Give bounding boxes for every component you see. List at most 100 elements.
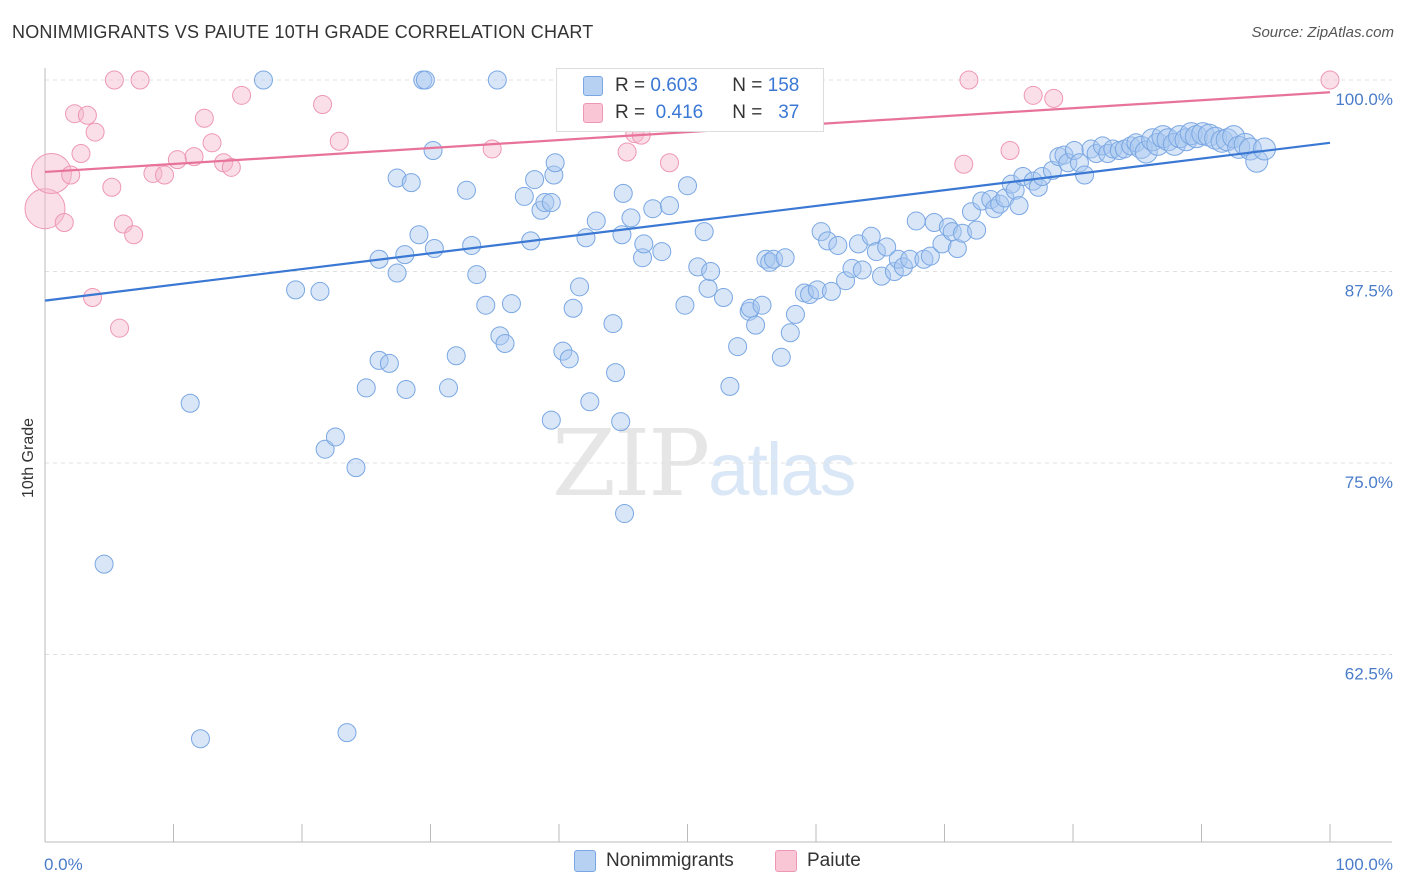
nonimmigrants-point <box>924 212 944 232</box>
nonimmigrants-point <box>501 294 521 314</box>
paiute-point <box>77 105 97 125</box>
paiute-point <box>30 152 72 194</box>
nonimmigrants-point <box>1238 137 1262 161</box>
nonimmigrants-point <box>780 323 800 343</box>
nonimmigrants-point <box>947 239 967 259</box>
paiute-point <box>329 131 349 151</box>
nonimmigrants-point <box>570 277 590 297</box>
nonimmigrants-point <box>603 314 623 334</box>
nonimmigrants-point <box>545 153 565 173</box>
nonimmigrants-point <box>409 225 429 245</box>
y-tick-label: 100.0% <box>1335 90 1393 109</box>
legend-row-paiute: R = 0.416 N = 37 <box>583 100 799 126</box>
paiute-point <box>232 85 252 105</box>
nonimmigrants-point <box>559 349 579 369</box>
legend-n-value: 158 <box>767 75 800 96</box>
nonimmigrants-point <box>1058 153 1078 173</box>
nonimmigrants-point <box>467 265 487 285</box>
nonimmigrants-point <box>606 363 626 383</box>
paiute-point <box>1044 88 1064 108</box>
legend-row-nonimmigrants: R = 0.603 N = 158 <box>583 73 799 99</box>
nonimmigrants-point <box>746 315 766 335</box>
paiute-point <box>24 188 66 230</box>
nonimmigrants-point <box>613 183 633 203</box>
tick-labels: 62.5% 75.0% 87.5% 100.0% 0.0% 100.0% <box>44 90 1393 874</box>
nonimmigrants-point <box>961 202 981 222</box>
paiute-point <box>61 165 81 185</box>
nonimmigrants-point <box>580 392 600 412</box>
nonimmigrants-point <box>423 140 443 160</box>
nonimmigrants-point <box>387 263 407 283</box>
nonimmigrants-point <box>396 379 416 399</box>
chart-title: NONIMMIGRANTS VS PAIUTE 10TH GRADE CORRE… <box>12 22 594 42</box>
nonimmigrants-point <box>621 208 641 228</box>
nonimmigrants-point <box>1197 123 1221 147</box>
nonimmigrants-point <box>952 223 972 243</box>
nonimmigrants-point <box>981 189 1001 209</box>
legend-swatch-pink <box>583 103 603 123</box>
nonimmigrants-points <box>94 70 1276 749</box>
trend-lines <box>44 91 1331 302</box>
nonimmigrants-point <box>775 248 795 268</box>
nonimmigrants-point <box>1156 128 1180 152</box>
paiute-point <box>202 133 222 153</box>
paiute-point <box>155 165 175 185</box>
nonimmigrants-point <box>553 341 573 361</box>
legend-label-paiute: Paiute <box>807 850 861 871</box>
paiute-point <box>110 318 130 338</box>
nonimmigrants-point <box>190 729 210 749</box>
paiute-point <box>482 139 502 159</box>
nonimmigrants-point <box>785 304 805 324</box>
nonimmigrants-point <box>652 242 672 262</box>
watermark-atlas: atlas <box>708 428 856 511</box>
nonimmigrants-point <box>884 262 904 281</box>
nonimmigrants-point <box>1222 125 1246 149</box>
series-legend: Nonimmigrants Paiute <box>0 850 1406 878</box>
nonimmigrants-point <box>1064 140 1084 160</box>
paiute-point <box>130 70 150 90</box>
nonimmigrants-point <box>713 288 733 308</box>
nonimmigrants-trend-line <box>44 141 1331 302</box>
nonimmigrants-point <box>701 262 721 281</box>
nonimmigrants-point <box>752 295 772 315</box>
y-tick-label: 75.0% <box>1345 473 1393 492</box>
nonimmigrants-point <box>586 211 606 231</box>
axes <box>44 68 1392 843</box>
nonimmigrants-point <box>1168 125 1192 149</box>
paiute-point <box>124 225 144 245</box>
nonimmigrants-point <box>446 346 466 366</box>
nonimmigrants-point <box>487 70 507 90</box>
nonimmigrants-point <box>1001 174 1021 194</box>
nonimmigrants-point <box>836 271 856 291</box>
nonimmigrants-point <box>852 260 872 280</box>
nonimmigrants-point <box>535 193 555 213</box>
legend-item-nonimmigrants: Nonimmigrants <box>574 850 734 872</box>
paiute-point <box>1000 140 1020 160</box>
nonimmigrants-point <box>920 246 940 266</box>
nonimmigrants-point <box>760 252 780 272</box>
paiute-point <box>954 154 974 174</box>
nonimmigrants-point <box>821 281 841 301</box>
nonimmigrants-point <box>415 70 435 90</box>
watermark: ZIPatlas <box>552 410 856 517</box>
nonimmigrants-point <box>495 334 515 354</box>
nonimmigrants-point <box>1184 125 1208 149</box>
nonimmigrants-point <box>424 239 444 259</box>
nonimmigrants-point <box>811 222 831 242</box>
paiute-trend-line <box>44 91 1331 174</box>
legend-label-nonimmigrants: Nonimmigrants <box>606 850 734 871</box>
source-credit: Source: ZipAtlas.com <box>1251 24 1394 41</box>
nonimmigrants-point <box>728 337 748 357</box>
nonimmigrants-point <box>462 235 482 255</box>
nonimmigrants-point <box>660 196 680 216</box>
paiute-point <box>184 147 204 167</box>
paiute-point <box>54 212 74 232</box>
nonimmigrants-point <box>180 393 200 413</box>
paiute-point <box>1320 70 1340 90</box>
legend-n-label: N = <box>732 75 763 96</box>
nonimmigrants-point <box>525 170 545 190</box>
legend-r-label: R = <box>615 75 646 96</box>
nonimmigrants-point <box>476 295 496 315</box>
grid-lines <box>45 79 1392 655</box>
nonimmigrants-point <box>1009 196 1029 216</box>
